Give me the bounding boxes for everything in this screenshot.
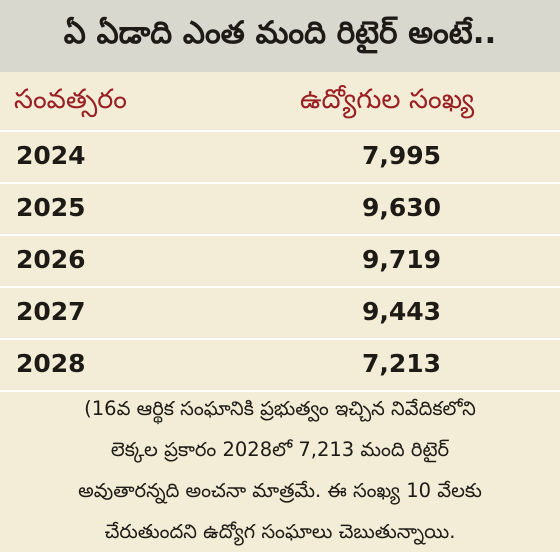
- table-row: 2025 9,630: [0, 182, 560, 234]
- row-count: 9,630: [362, 193, 442, 222]
- row-count: 7,213: [362, 349, 442, 378]
- row-count: 9,443: [362, 297, 442, 326]
- footnote-line: చేరుతుందని ఉద్యోగ సంఘాలు చెబుతున్నాయి.: [104, 520, 456, 543]
- row-year: 2025: [16, 193, 86, 222]
- table-row: 2027 9,443: [0, 286, 560, 338]
- page-title: ఏ ఏడాది ఎంత మంది రిటైర్ అంటే..: [63, 14, 497, 51]
- column-header-employee-count: ఉద్యోగుల సంఖ్య: [300, 84, 475, 115]
- row-count: 7,995: [362, 141, 442, 170]
- row-year: 2026: [16, 245, 86, 274]
- footnote-line: అవుతారన్నది అంచనా మాత్రమే. ఈ సంఖ్య 10 వే…: [78, 479, 482, 502]
- row-year: 2027: [16, 297, 86, 326]
- row-year: 2028: [16, 349, 86, 378]
- table-header: సంవత్సరం ఉద్యోగుల సంఖ్య: [0, 76, 560, 128]
- row-count: 9,719: [362, 245, 442, 274]
- table-row: 2024 7,995: [0, 130, 560, 182]
- column-header-year: సంవత్సరం: [14, 84, 127, 115]
- table-row: 2026 9,719: [0, 234, 560, 286]
- footnote: (16వ ఆర్థిక సంఘానికి ప్రభుత్వం ఇచ్చిన ని…: [0, 388, 560, 552]
- title-bar: ఏ ఏడాది ఎంత మంది రిటైర్ అంటే..: [0, 0, 560, 72]
- row-year: 2024: [16, 141, 86, 170]
- footnote-line: (16వ ఆర్థిక సంఘానికి ప్రభుత్వం ఇచ్చిన ని…: [84, 397, 476, 420]
- table-row: 2028 7,213: [0, 338, 560, 392]
- retirement-table: 2024 7,995 2025 9,630 2026 9,719 2027 9,…: [0, 130, 560, 392]
- footnote-line: లెక్కల ప్రకారం 2028లో 7,213 మంది రిటైర్: [110, 438, 450, 461]
